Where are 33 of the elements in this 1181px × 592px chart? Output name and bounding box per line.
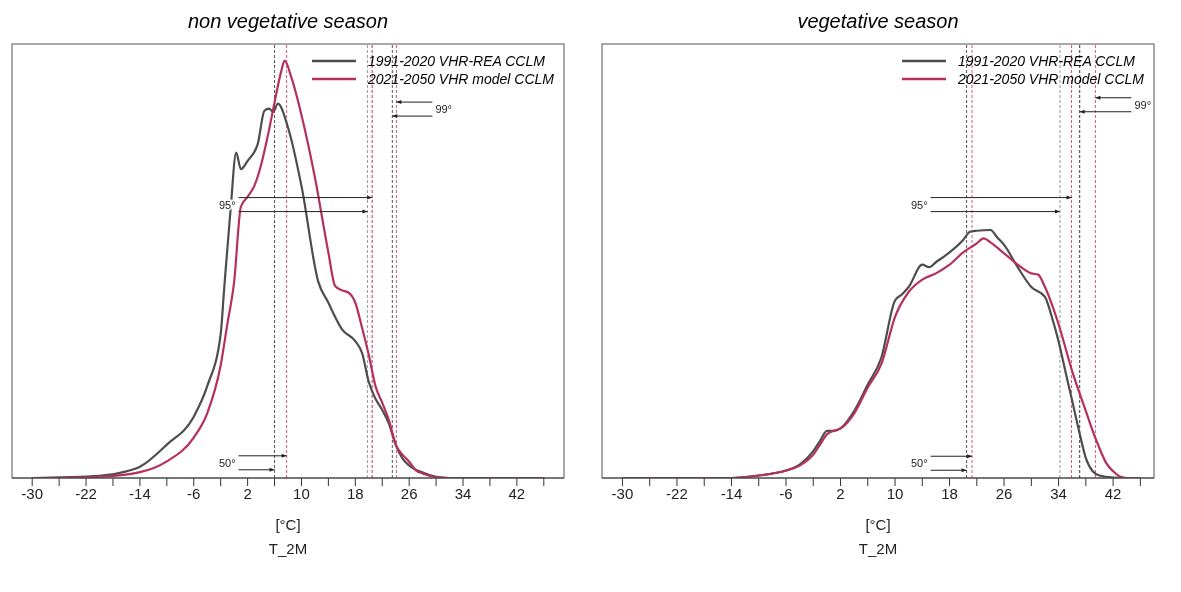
annotation: 50° [910,457,928,470]
legend-label: 1991-2020 VHR-REA CCLM [958,52,1135,70]
annotation: 99° [435,103,453,116]
x-tick-label: 42 [1104,484,1122,502]
x-tick-label: 2 [243,484,252,502]
x-tick-label: -14 [720,484,743,502]
x-tick-label: 18 [941,484,958,502]
x-tick-label: -6 [187,484,201,502]
legend-label: 2021-2050 VHR model CCLM [368,70,554,88]
legend-label: 2021-2050 VHR model CCLM [958,70,1144,88]
x-tick-label: 34 [454,484,472,502]
x-tick-label: -30 [611,484,634,502]
chart-title: vegetative season [796,10,960,33]
text: 95° [910,198,928,211]
x-tick-label: -6 [779,484,793,502]
x-tick-label: 2 [836,484,845,502]
x-tick-label: -14 [129,484,151,502]
x-tick-label: -22 [666,484,688,502]
x-tick-label: 34 [1050,484,1067,502]
annotation: 50° [218,456,236,469]
x-axis-title: [°C] T_2M [858,516,898,557]
x-tick-label: 10 [293,484,310,502]
x-tick-label: -30 [21,484,44,502]
x-axis-title: [°C] T_2M [268,516,308,557]
x-tick-label: 10 [886,484,904,502]
x-tick-label: 42 [508,484,526,502]
chart-title: non vegetative season [186,10,390,33]
legend-label: 1991-2020 VHR-REA CCLM [368,52,545,70]
x-tick-label: -22 [75,484,97,502]
x-tick-label: 18 [346,484,364,502]
x-tick-label: 26 [400,484,418,502]
text: 99° [1134,98,1152,111]
x-tick-label: 26 [995,484,1013,502]
